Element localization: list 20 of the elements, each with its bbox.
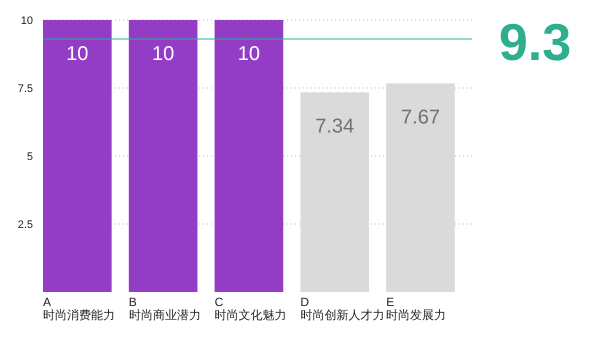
- y-tick-label: 7.5: [18, 83, 33, 95]
- data-label: 10: [238, 43, 260, 65]
- bar: [386, 83, 455, 292]
- x-tick-label: E 时尚发展力: [386, 295, 446, 322]
- data-label: 10: [66, 43, 88, 65]
- ref-line-label: 9.3: [498, 14, 572, 72]
- x-tick-label: A 时尚消费能力: [43, 295, 115, 322]
- x-tick-label: B 时尚商业潜力: [128, 295, 201, 322]
- bar: [128, 20, 198, 292]
- bar: [214, 20, 284, 292]
- x-tick-label: D 时尚创新人才力: [300, 295, 384, 322]
- y-tick-label: 5: [26, 151, 33, 163]
- data-label: 7.67: [401, 106, 440, 128]
- y-tick-label: 2.5: [18, 219, 33, 231]
- bar: [43, 20, 112, 292]
- y-tick-label: 10: [20, 15, 33, 27]
- data-label: 10: [152, 43, 174, 65]
- x-tick-label: C 时尚文化魅力: [214, 295, 287, 322]
- data-label: 7.34: [315, 115, 354, 138]
- bar: [300, 92, 370, 292]
